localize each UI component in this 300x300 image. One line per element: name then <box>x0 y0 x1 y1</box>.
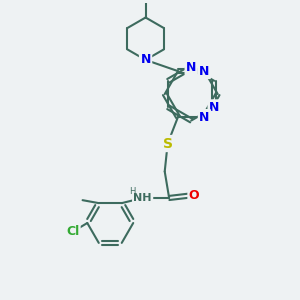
Text: N: N <box>199 110 210 124</box>
Text: N: N <box>140 53 151 66</box>
Text: H: H <box>129 187 136 196</box>
Text: O: O <box>189 188 200 202</box>
Text: N: N <box>186 61 196 74</box>
Text: Cl: Cl <box>66 225 79 238</box>
Text: N: N <box>209 101 219 114</box>
Text: NH: NH <box>134 193 152 203</box>
Text: S: S <box>163 136 173 151</box>
Text: N: N <box>199 64 210 78</box>
